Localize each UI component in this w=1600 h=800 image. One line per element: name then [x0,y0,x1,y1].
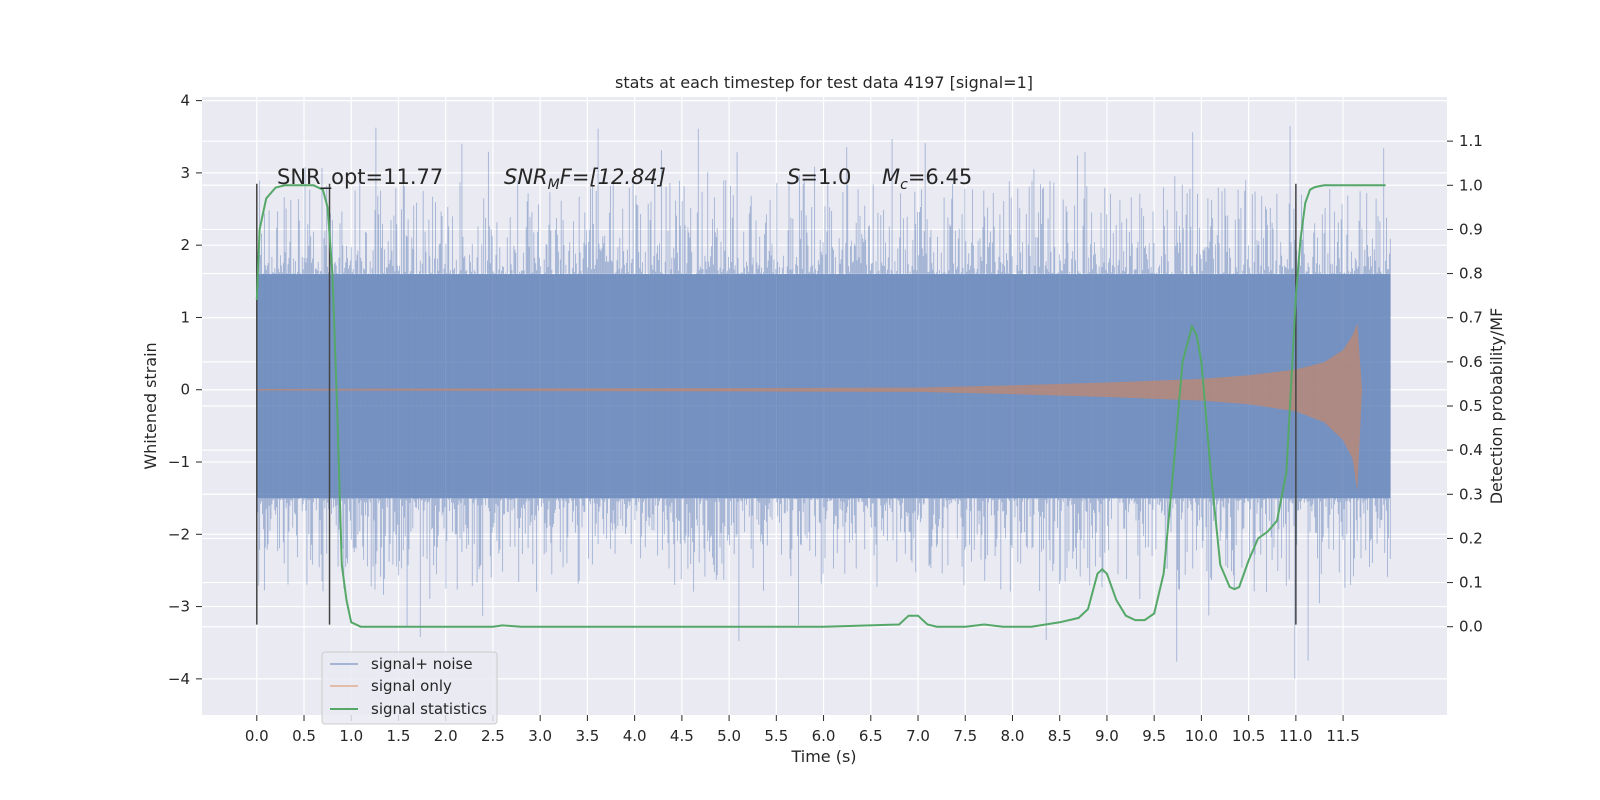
snr-mf-value: F=[12.84] [560,165,666,189]
left-tick-label-2: 2 [180,236,190,254]
legend-label-statistics: signal statistics [371,700,487,718]
left-tick-label-6: −2 [168,525,190,543]
chart-title: stats at each timestep for test data 419… [615,73,1033,92]
snr-mf-subscript: M [548,177,560,193]
x-tick-label-14: 7.0 [906,727,930,745]
left-tick-label-8: −4 [168,670,190,688]
legend-box [321,651,498,725]
right-tick-label-3: 0.8 [1459,265,1483,283]
x-tick-label-7: 3.5 [575,727,599,745]
annotation-snr-mf: SNRMF=[12.84] [504,165,666,193]
x-tick-label-11: 5.5 [764,727,788,745]
x-tick-label-19: 9.5 [1142,727,1166,745]
left-tick-label-1: 3 [180,164,190,182]
left-tick-label-3: 1 [180,308,190,326]
x-tick-label-5: 2.5 [481,727,505,745]
x-axis-label: Time (s) [790,747,856,766]
x-ticks: 0.0 0.5 1.0 1.5 2.0 2.5 3.0 3.5 4.0 4.5 5.0 5.5 6.0 6… [245,715,1360,745]
x-tick-label-15: 7.5 [953,727,977,745]
x-tick-label-2: 1.0 [339,727,363,745]
left-tick-label-0: 4 [180,92,190,110]
x-tick-label-20: 10.0 [1185,727,1218,745]
x-tick-label-17: 8.5 [1048,727,1072,745]
vertical-markers [256,183,1297,625]
right-tick-label-2: 0.9 [1459,220,1483,238]
annotation-s: S=1.0 [787,165,851,189]
left-y-ticks: 4 3 2 1 0 −1 −2 −3 −4 [168,92,202,688]
annotation-mc: Mc=6.45 [882,165,972,193]
right-tick-label-9: 0.2 [1459,529,1483,547]
legend-label-signal: signal only [371,677,452,695]
right-tick-label-4: 0.7 [1459,309,1483,327]
right-tick-label-1: 1.0 [1459,176,1483,194]
right-tick-label-7: 0.4 [1459,441,1483,459]
signal-statistics-series [255,184,1386,628]
legend: signal+ noise signal only signal statist… [321,651,498,725]
right-tick-label-5: 0.6 [1459,353,1483,371]
x-tick-label-6: 3.0 [528,727,552,745]
s-symbol: S [787,165,800,189]
right-tick-label-8: 0.3 [1459,485,1483,503]
mc-value: =6.45 [908,165,972,189]
x-tick-label-12: 6.0 [812,727,836,745]
x-tick-label-23: 11.5 [1326,727,1359,745]
right-tick-label-11: 0.0 [1459,618,1483,636]
x-tick-label-4: 2.0 [434,727,458,745]
snr-mf-symbol: SNR [504,165,548,189]
x-tick-label-8: 4.0 [623,727,647,745]
x-tick-label-13: 6.5 [859,727,883,745]
right-y-axis-label: Detection probability/MF [1487,308,1506,505]
x-tick-label-18: 9.0 [1095,727,1119,745]
s-value: =1.0 [800,165,851,189]
right-tick-label-0: 1.1 [1459,132,1483,150]
mc-subscript: c [900,177,908,193]
x-tick-label-16: 8.0 [1001,727,1025,745]
left-y-axis-label: Whitened strain [141,342,160,469]
annotation-snr-opt: SNR_opt=11.77 [277,165,443,190]
x-tick-label-3: 1.5 [387,727,411,745]
left-tick-label-7: −3 [168,598,190,616]
x-tick-label-21: 10.5 [1232,727,1265,745]
right-y-ticks: 1.1 1.0 0.9 0.8 0.7 0.6 0.5 0.4 0.3 0.2 0.1 0.0 [1447,132,1483,636]
legend-label-noise: signal+ noise [371,655,473,673]
x-tick-label-9: 4.5 [670,727,694,745]
x-tick-label-0: 0.0 [245,727,269,745]
right-tick-label-10: 0.1 [1459,574,1483,592]
x-tick-label-10: 5.0 [717,727,741,745]
left-tick-label-5: −1 [168,453,190,471]
right-tick-label-6: 0.5 [1459,397,1483,415]
x-tick-label-1: 0.5 [292,727,316,745]
mc-symbol: M [882,165,900,189]
left-tick-label-4: 0 [180,381,190,399]
x-tick-label-22: 11.0 [1279,727,1312,745]
